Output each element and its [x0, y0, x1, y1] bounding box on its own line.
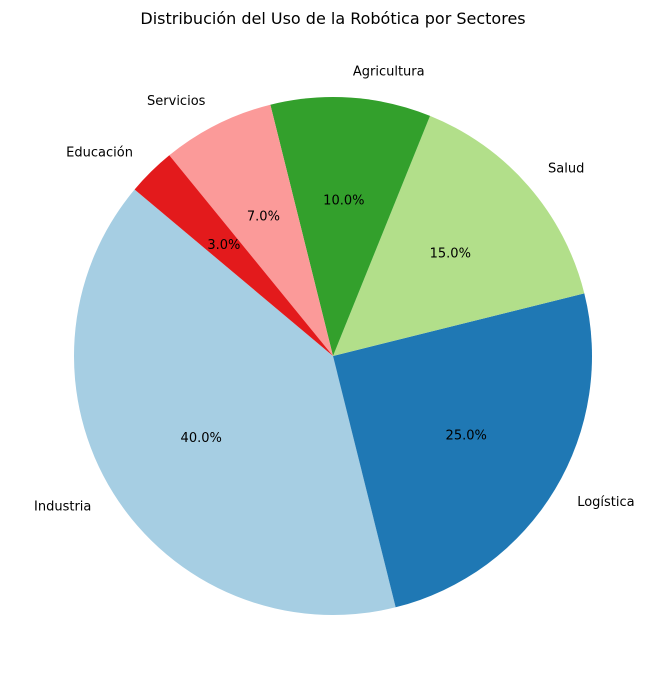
slice-label: Agricultura — [353, 64, 425, 79]
pie-slice-industria — [73, 189, 396, 616]
slice-label: Educación — [66, 146, 133, 161]
slice-label: Industria — [34, 499, 91, 514]
slice-label: Logística — [577, 495, 634, 510]
slice-percent-label: 10.0% — [323, 193, 364, 208]
slice-percent-label: 25.0% — [446, 429, 487, 444]
pie-slice-servicios — [169, 104, 333, 356]
pie-slice-educación — [134, 155, 333, 356]
pie-slice-agricultura — [270, 97, 431, 356]
slice-percent-label: 3.0% — [207, 238, 240, 253]
pie-slice-salud — [333, 115, 585, 357]
slice-label: Salud — [548, 162, 584, 177]
pie-slice-logística — [333, 293, 592, 608]
slice-label: Servicios — [147, 94, 206, 109]
slice-percent-label: 7.0% — [247, 210, 280, 225]
chart-title: Distribución del Uso de la Robótica por … — [140, 9, 525, 28]
slice-percent-label: 40.0% — [181, 431, 222, 446]
slice-percent-label: 15.0% — [430, 247, 471, 262]
